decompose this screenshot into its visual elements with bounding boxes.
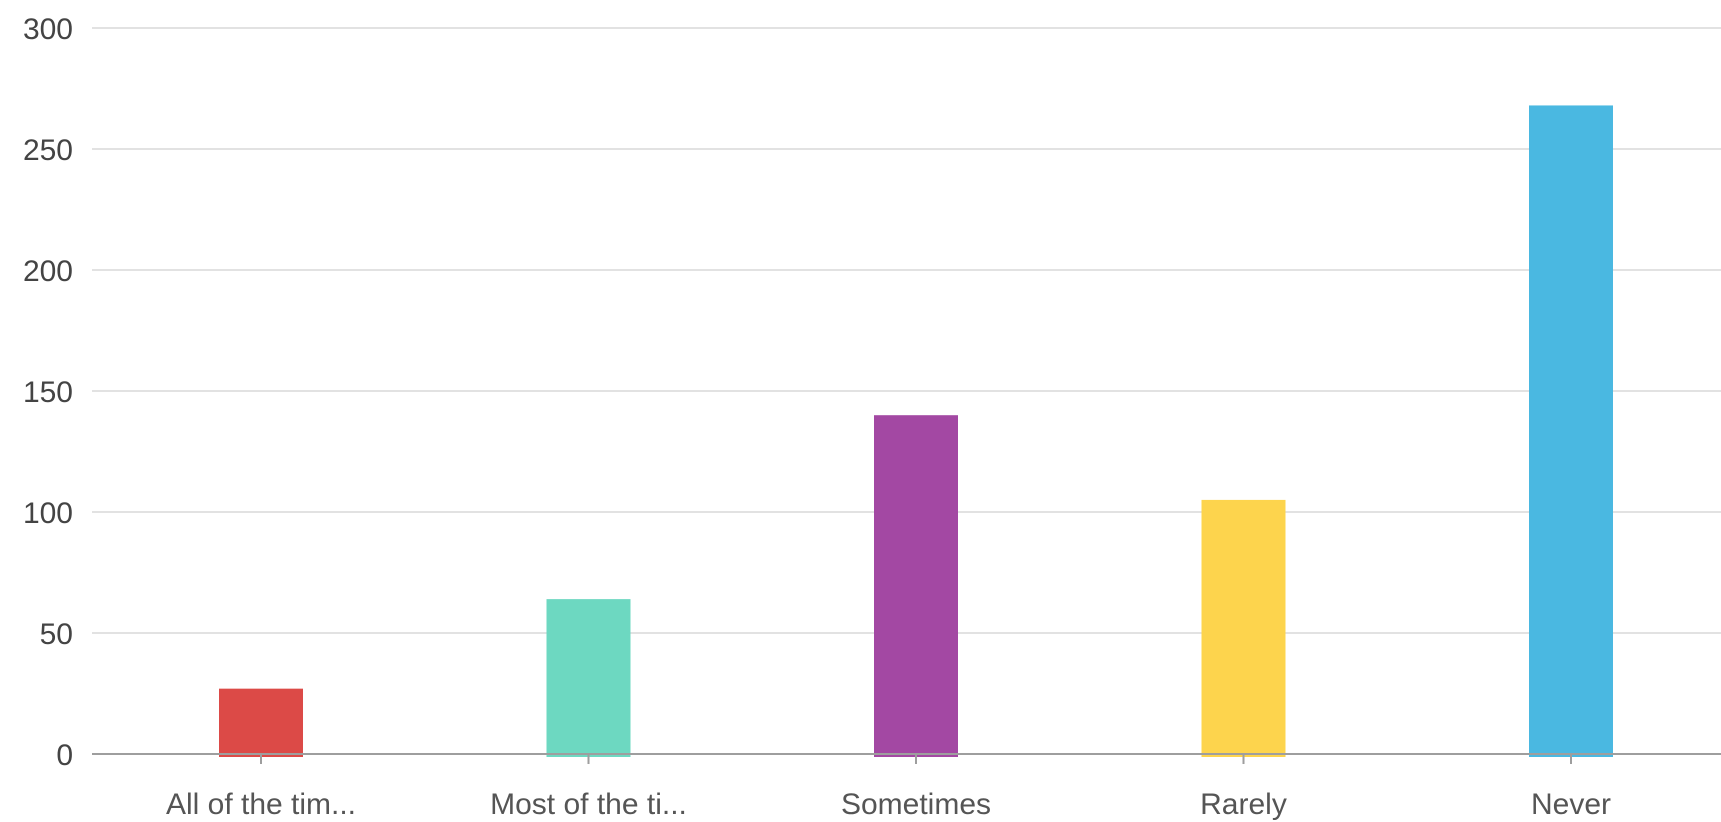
x-axis-category-labels: All of the tim... Most of the ti... Someti…: [166, 788, 1611, 821]
y-tick-label-250: 250: [23, 134, 73, 167]
x-category-label-1: All of the tim...: [166, 788, 356, 821]
y-tick-label-50: 50: [40, 618, 73, 651]
y-tick-label-150: 150: [23, 376, 73, 409]
bar-2: [546, 599, 631, 757]
bar-1: [219, 688, 303, 757]
x-category-label-3: Sometimes: [841, 788, 991, 821]
y-axis-tick-labels: 0 50 100 150 200 250 300: [23, 13, 73, 772]
bars: [219, 105, 1613, 757]
y-tick-label-200: 200: [23, 255, 73, 288]
grid-lines: [92, 27, 1721, 634]
y-tick-label-0: 0: [56, 739, 73, 772]
y-tick-label-300: 300: [23, 13, 73, 46]
bar-5: [1529, 105, 1613, 757]
bar-4: [1201, 499, 1286, 757]
x-axis-ticks: [260, 754, 1572, 764]
x-category-label-5: Never: [1531, 788, 1611, 821]
x-category-label-4: Rarely: [1200, 788, 1287, 821]
bar-3: [874, 415, 958, 757]
x-category-label-2: Most of the ti...: [490, 788, 687, 821]
y-tick-label-100: 100: [23, 497, 73, 530]
